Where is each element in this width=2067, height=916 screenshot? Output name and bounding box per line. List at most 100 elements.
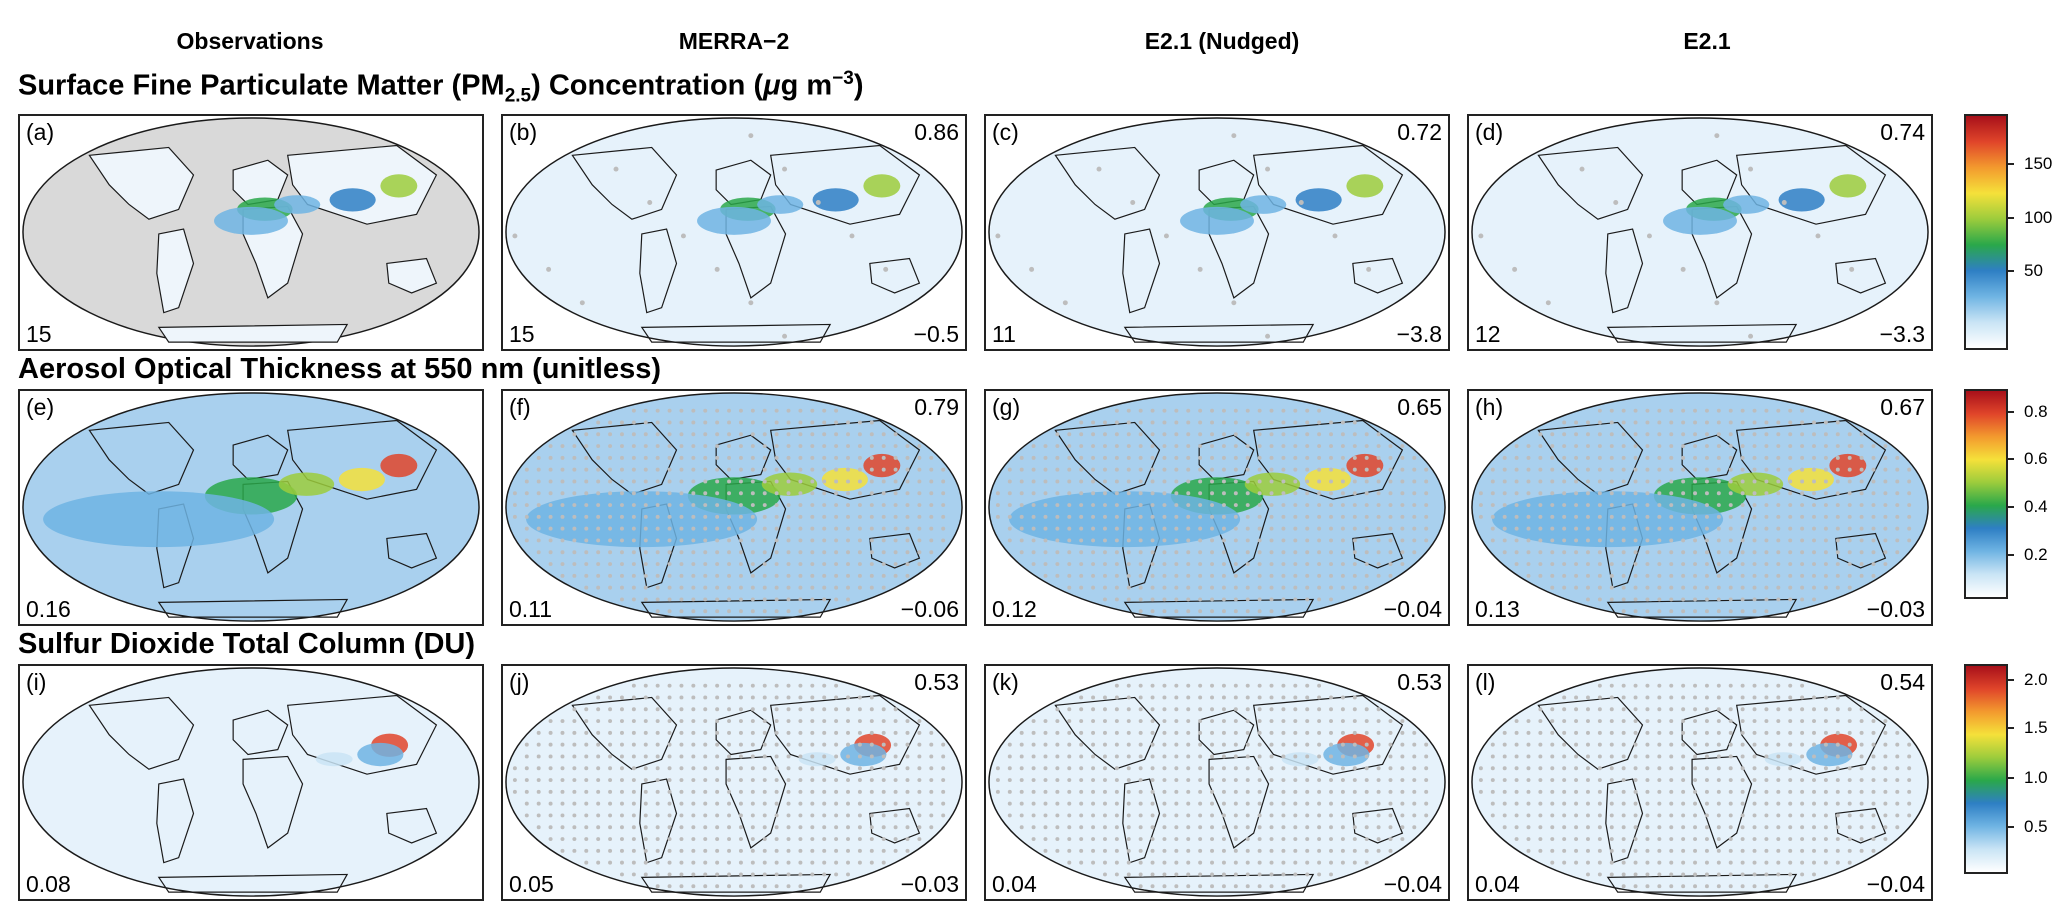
significance-dot [1079, 585, 1084, 590]
significance-dot [727, 503, 732, 508]
significance-dot [548, 455, 553, 460]
significance-dot [1871, 467, 1876, 472]
significance-dot [1067, 514, 1072, 519]
significance-dot [846, 467, 850, 472]
significance-dot [727, 719, 732, 724]
significance-dot [774, 813, 779, 818]
significance-dot [748, 133, 754, 139]
significance-dot [1657, 742, 1662, 747]
significance-dot [608, 444, 613, 449]
significance-dot [679, 562, 684, 566]
significance-dot [1317, 585, 1322, 590]
significance-dot [774, 550, 779, 555]
significance-dot [750, 491, 755, 496]
significance-dot [1740, 609, 1745, 614]
significance-dot [1293, 848, 1298, 853]
significance-dot [1835, 573, 1840, 578]
significance-dot [893, 573, 898, 578]
significance-dot [1681, 766, 1686, 771]
significance-dot [679, 503, 684, 508]
significance-dot [1257, 683, 1262, 688]
significance-dot [1812, 503, 1816, 508]
significance-dot [584, 848, 589, 853]
significance-dot [1812, 754, 1816, 759]
significance-dot [1126, 514, 1131, 519]
significance-dot [691, 455, 696, 460]
significance-dot [1245, 467, 1250, 472]
significance-dot [1162, 562, 1167, 566]
significance-dot [1352, 455, 1357, 460]
significance-dot [1681, 585, 1686, 590]
significance-dot [1740, 514, 1745, 519]
significance-dot [1574, 707, 1579, 712]
significance-dot [1400, 526, 1405, 531]
significance-dot [1716, 585, 1721, 590]
significance-dot [596, 514, 601, 519]
significance-dot [1221, 538, 1226, 543]
significance-dot [798, 742, 803, 747]
significance-dot [1895, 766, 1900, 771]
significance-dot [608, 707, 613, 712]
significance-dot [1126, 455, 1131, 460]
significance-dot [786, 884, 791, 889]
significance-dot [1293, 526, 1298, 531]
significance-dot [579, 300, 585, 306]
significance-dot [798, 695, 803, 700]
significance-dot [1562, 730, 1567, 735]
significance-dot [893, 719, 898, 724]
significance-dot [1055, 444, 1060, 449]
significance-dot [1329, 479, 1333, 484]
significance-dot [1609, 444, 1614, 449]
significance-dot [1126, 573, 1131, 578]
significance-dot [1317, 420, 1322, 425]
significance-dot [1748, 166, 1754, 172]
significance-dot [1657, 585, 1662, 590]
significance-dot [1538, 766, 1543, 771]
significance-dot [1538, 837, 1543, 841]
significance-dot [1788, 491, 1793, 496]
significance-dot [1079, 801, 1084, 806]
significance-dot [1657, 573, 1662, 578]
significance-dot [881, 754, 886, 759]
significance-dot [1019, 538, 1024, 543]
significance-dot [1293, 573, 1298, 578]
significance-dot [738, 562, 743, 566]
significance-dot [1752, 467, 1757, 472]
significance-dot [774, 872, 779, 877]
significance-dot [1574, 695, 1579, 700]
significance-dot [1871, 742, 1876, 747]
significance-dot [584, 455, 589, 460]
significance-dot [822, 872, 827, 877]
significance-dot [881, 837, 886, 841]
significance-dot [869, 778, 874, 783]
significance-dot [1245, 597, 1250, 602]
significance-dot [750, 884, 755, 889]
significance-dot [1305, 683, 1310, 688]
significance-dot [1031, 514, 1036, 519]
significance-dot [727, 825, 732, 830]
significance-dot [822, 444, 827, 449]
significance-dot [834, 766, 839, 771]
significance-dot [1293, 766, 1298, 771]
significance-dot [1245, 695, 1250, 700]
significance-dot [1621, 884, 1626, 889]
significance-dot [1364, 778, 1369, 783]
significance-dot [1478, 766, 1483, 771]
significance-dot [608, 562, 613, 566]
significance-dot [917, 742, 922, 747]
significance-dot [1412, 455, 1417, 460]
significance-dot [1055, 538, 1060, 543]
significance-dot [643, 848, 648, 853]
significance-dot [1621, 848, 1626, 853]
significance-dot [1257, 789, 1262, 794]
significance-dot [1716, 789, 1721, 794]
significance-dot [905, 848, 910, 853]
significance-dot [1067, 562, 1072, 566]
significance-dot [584, 789, 589, 794]
significance-dot [1079, 432, 1084, 437]
significance-dot [1257, 719, 1262, 724]
significance-dot [1609, 432, 1614, 437]
significance-dot [1764, 695, 1769, 700]
significance-dot [1197, 266, 1203, 272]
significance-dot [667, 837, 672, 841]
